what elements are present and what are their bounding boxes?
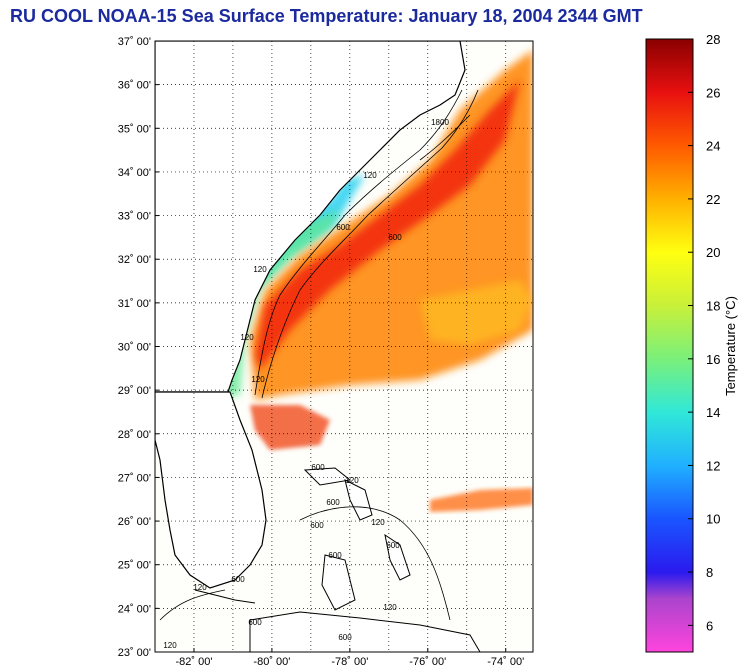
sst-warm-patches bbox=[420, 280, 533, 345]
contour-label: 600 bbox=[328, 551, 342, 560]
contour-label: 1800 bbox=[431, 118, 449, 127]
contour-label: 120 bbox=[345, 476, 359, 485]
lat-tick-label: 25˚ 00' bbox=[118, 560, 151, 572]
lon-tick-label: -82˚ 00' bbox=[175, 656, 212, 668]
sst-south-fragments bbox=[250, 405, 330, 450]
contour-label: 120 bbox=[253, 265, 267, 274]
lon-tick-label: -76˚ 00' bbox=[409, 656, 446, 668]
contour-label: 120 bbox=[163, 641, 177, 650]
longitude-axis: -82˚ 00' -80˚ 00' -78˚ 00' -76˚ 00' -74˚ 00' bbox=[175, 648, 524, 668]
lat-tick-label: 35˚ 00' bbox=[118, 123, 151, 135]
colorbar-tick-label: 10 bbox=[706, 512, 720, 527]
lat-tick-label: 36˚ 00' bbox=[118, 80, 151, 92]
cuba-coast bbox=[249, 611, 481, 652]
colorbar-tick-label: 24 bbox=[706, 139, 720, 154]
contour-label: 600 bbox=[336, 223, 350, 232]
contour-label: 600 bbox=[311, 463, 325, 472]
contour-gulf-120 bbox=[159, 589, 226, 621]
lat-tick-label: 26˚ 00' bbox=[118, 516, 151, 528]
contour-label: 120 bbox=[363, 171, 377, 180]
florida-peninsula bbox=[155, 391, 267, 589]
contour-1800 bbox=[419, 114, 471, 161]
lon-tick-label: -74˚ 00' bbox=[487, 656, 524, 668]
lat-tick-label: 27˚ 00' bbox=[118, 472, 151, 484]
bahamas-andros bbox=[321, 554, 356, 611]
sst-gulf-stream-red bbox=[255, 80, 520, 370]
colorbar-title: Temperature (°C) bbox=[723, 296, 738, 396]
contour-label: 120 bbox=[251, 375, 265, 384]
lat-tick-label: 28˚ 00' bbox=[118, 429, 151, 441]
contour-label: 120 bbox=[240, 333, 254, 342]
colorbar: 28 26 24 22 20 18 16 14 12 10 8 6 Temperature (°C) bbox=[645, 32, 738, 653]
contour-label: 600 bbox=[388, 233, 402, 242]
colorbar-tick-label: 28 bbox=[706, 32, 720, 47]
gridlines bbox=[155, 41, 533, 652]
us-coastline bbox=[155, 41, 466, 393]
lat-tick-label: 30˚ 00' bbox=[118, 342, 151, 354]
contour-label: 600 bbox=[248, 618, 262, 627]
lat-tick-label: 24˚ 00' bbox=[118, 603, 151, 615]
lat-tick-label: 29˚ 00' bbox=[118, 385, 151, 397]
colorbar-ticks: 28 26 24 22 20 18 16 14 12 10 8 6 bbox=[688, 32, 720, 633]
contour-bahamas-600 bbox=[299, 506, 451, 621]
lat-tick-label: 34˚ 00' bbox=[118, 167, 151, 179]
colorbar-bar bbox=[645, 38, 694, 653]
colorbar-tick-label: 16 bbox=[706, 352, 720, 367]
contour-600 bbox=[261, 89, 479, 399]
contour-label: 120 bbox=[371, 518, 385, 527]
colorbar-tick-label: 18 bbox=[706, 299, 720, 314]
map-panel[interactable]: 120 600 1800 120 600 120 120 600 600 120 600 120 600… bbox=[154, 40, 534, 653]
colorbar-tick-label: 14 bbox=[706, 405, 720, 420]
contour-label: 600 bbox=[326, 498, 340, 507]
contour-labels: 120 600 1800 120 600 120 120 600 600 120 600 120 600… bbox=[163, 118, 449, 650]
contour-120 bbox=[254, 89, 463, 396]
contour-label: 120 bbox=[383, 603, 397, 612]
contour-label: 600 bbox=[231, 575, 245, 584]
lon-tick-label: -78˚ 00' bbox=[331, 656, 368, 668]
lat-tick-label: 31˚ 00' bbox=[118, 298, 151, 310]
lat-tick-label: 33˚ 00' bbox=[118, 211, 151, 223]
contour-label: 600 bbox=[338, 633, 352, 642]
colorbar-tick-label: 26 bbox=[706, 85, 720, 100]
lat-tick-label: 37˚ 00' bbox=[118, 36, 151, 48]
florida-keys bbox=[194, 589, 256, 604]
map-title: RU COOL NOAA-15 Sea Surface Temperature:… bbox=[10, 6, 643, 26]
latitude-axis: 37˚ 00' 36˚ 00' 35˚ 00' 34˚ 00' 33˚ 00' 32˚ 0… bbox=[118, 36, 159, 659]
bahamas-grand bbox=[303, 467, 352, 486]
colorbar-tick-label: 12 bbox=[706, 458, 720, 473]
lat-tick-label: 32˚ 00' bbox=[118, 254, 151, 266]
colorbar-tick-label: 8 bbox=[706, 565, 713, 580]
lon-tick-label: -80˚ 00' bbox=[253, 656, 290, 668]
bahamas-abaco bbox=[344, 479, 373, 521]
contour-label: 600 bbox=[386, 541, 400, 550]
bahamas-eleuthera bbox=[384, 533, 411, 581]
contour-label: 120 bbox=[193, 583, 207, 592]
colorbar-tick-label: 20 bbox=[706, 245, 720, 260]
sst-east-patch bbox=[430, 488, 533, 512]
colorbar-tick-label: 6 bbox=[706, 618, 713, 633]
colorbar-tick-label: 22 bbox=[706, 192, 720, 207]
contour-label: 600 bbox=[310, 521, 324, 530]
lat-tick-label: 23˚ 00' bbox=[118, 647, 151, 659]
coastline-layer bbox=[155, 41, 481, 652]
